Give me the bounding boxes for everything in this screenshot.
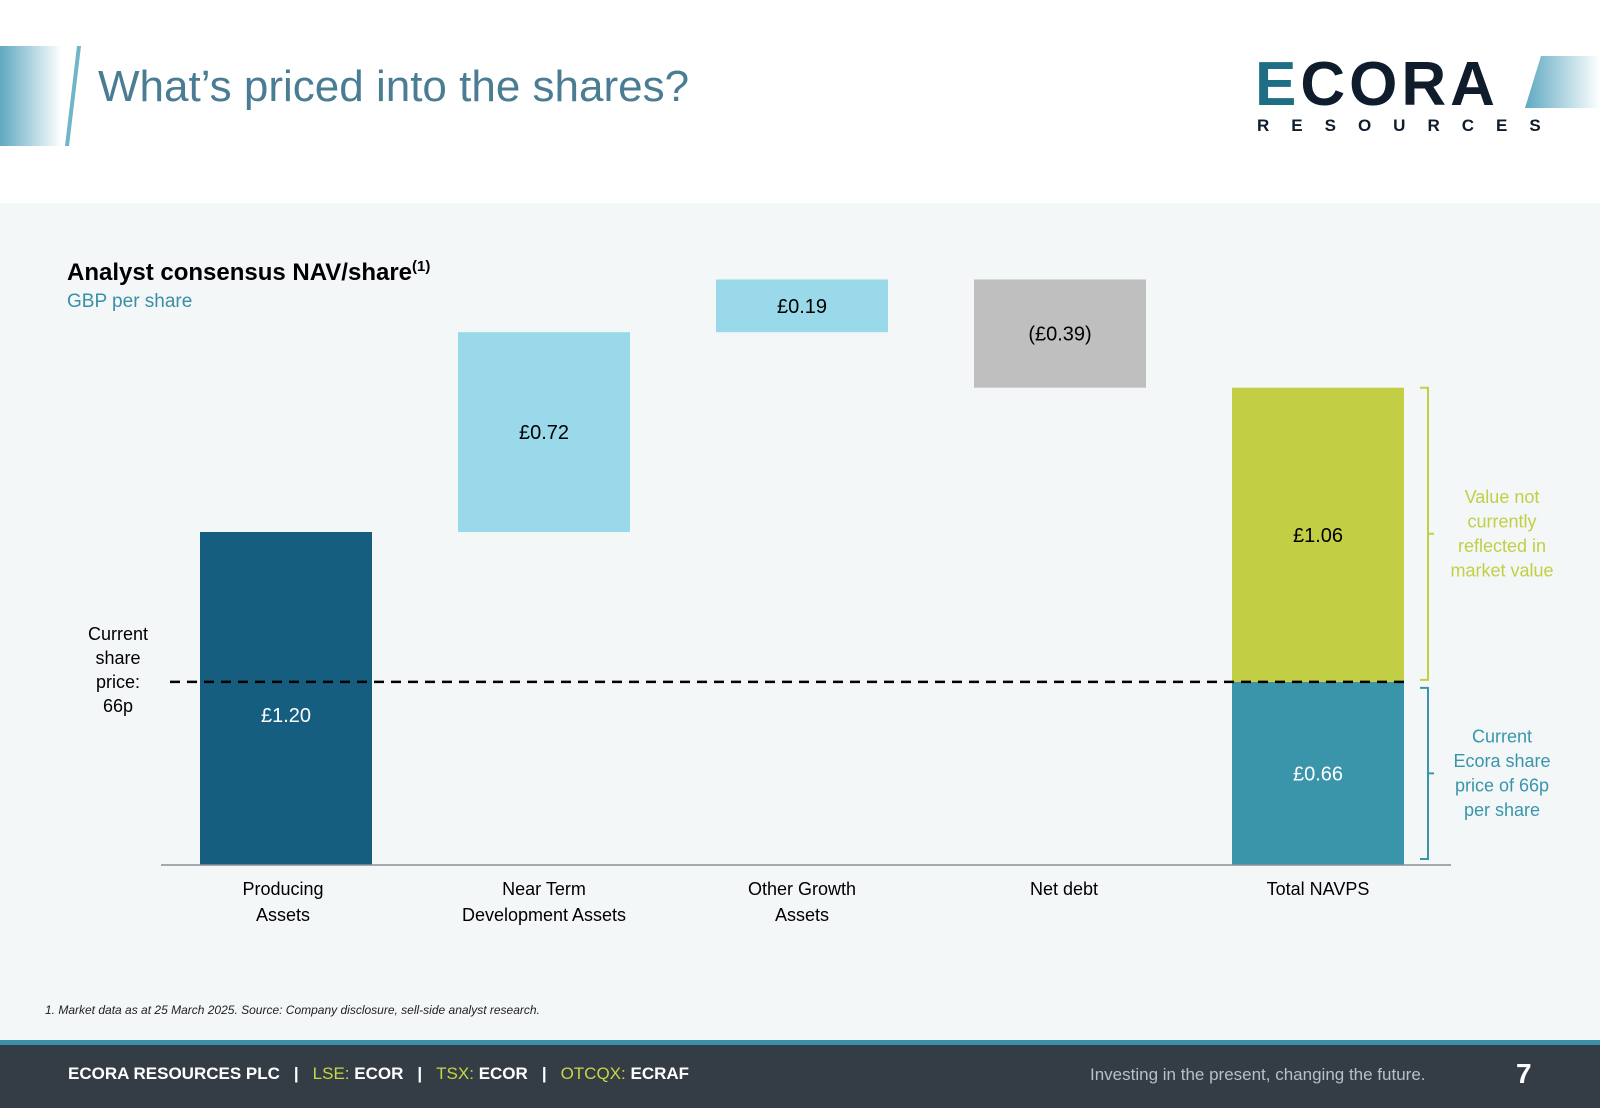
page-number: 7 (1516, 1058, 1532, 1089)
chart-title: Analyst consensus NAV/share(1) (67, 258, 430, 287)
total-segment-label-1: £0.66 (1293, 763, 1343, 785)
footer-lse-ticker: ECOR (354, 1064, 404, 1083)
footer-tsx-label: TSX: (436, 1064, 474, 1083)
header-accent-graphic (0, 46, 81, 146)
logo-wordmark-first: E (1255, 50, 1301, 119)
reference-line-label: Current (88, 624, 148, 644)
page-title: What’s priced into the shares? (98, 62, 690, 111)
annotation-text-1: currently (1467, 512, 1536, 532)
reference-line-label: 66p (103, 696, 133, 716)
total-segment-label-2: £1.06 (1293, 525, 1343, 547)
chart-subtitle: GBP per share (67, 291, 193, 312)
footer-otc-ticker: ECRAF (630, 1064, 690, 1083)
footer-tsx-ticker: ECOR (478, 1064, 528, 1083)
bar-1 (200, 532, 372, 865)
footer-company-tickers: ECORA RESOURCES PLC | LSE: ECOR | TSX: ECOR |… (68, 1064, 689, 1084)
bar-label-4: (£0.39) (1028, 324, 1091, 346)
category-label-2: Development Assets (462, 905, 626, 925)
annotation-text-2: Ecora share (1453, 751, 1550, 771)
category-label-4: Net debt (1030, 879, 1098, 899)
category-label-1: Producing (242, 879, 323, 899)
annotation-bracket-1 (1420, 386, 1434, 681)
footer-bar: ECORA RESOURCES PLC | LSE: ECOR | TSX: ECOR |… (0, 1040, 1600, 1108)
ecora-logo: ECORA RESOURCES (1255, 54, 1600, 144)
annotation-text-1: reflected in (1458, 536, 1546, 556)
bar-4 (974, 279, 1146, 388)
category-label-1: Assets (256, 905, 310, 925)
bar-2 (458, 332, 630, 532)
reference-line-label: share (95, 648, 140, 668)
logo-wordmark-rest: CORA (1300, 50, 1499, 119)
footer-lse-label: LSE: (312, 1064, 350, 1083)
logo-accent-graphic (1525, 56, 1600, 108)
chart-title-text: Analyst consensus NAV/share (67, 259, 413, 286)
annotation-bracket-2 (1420, 686, 1434, 860)
annotation-text-1: market value (1450, 561, 1553, 581)
annotation-text-2: Current (1472, 727, 1532, 747)
category-label-3: Assets (775, 905, 829, 925)
footer-separator: | (417, 1064, 423, 1083)
annotation-text-1: Value not (1465, 487, 1540, 507)
annotation-text-2: per share (1464, 800, 1540, 820)
annotation-text-2: price of 66p (1455, 776, 1549, 796)
chart-title-footnote-marker: (1) (412, 258, 431, 275)
footnote: 1. Market data as at 25 March 2025. Sour… (45, 1003, 540, 1017)
footer-company-name: ECORA RESOURCES PLC (68, 1064, 280, 1083)
bar-label-1: £1.20 (261, 705, 311, 727)
bar-3 (716, 279, 888, 333)
bar-label-2: £0.72 (519, 422, 569, 444)
reference-line-label: price: (96, 672, 140, 692)
category-label-3: Other Growth (748, 879, 856, 899)
category-label-5: Total NAVPS (1267, 879, 1370, 899)
logo-wordmark: ECORA (1255, 54, 1499, 116)
total-segment-1 (1232, 681, 1404, 865)
footer-separator: | (541, 1064, 547, 1083)
waterfall-chart: £1.20 £0.72 £0.19 (£0.39) £0.66 £1.06 Current s… (88, 279, 1554, 925)
bar-label-3: £0.19 (777, 296, 827, 318)
category-label-2: Near Term (502, 879, 586, 899)
footer-separator: | (293, 1064, 299, 1083)
total-segment-2 (1232, 387, 1404, 682)
footer-tagline: Investing in the present, changing the f… (1090, 1065, 1426, 1084)
logo-subtitle: RESOURCES (1257, 116, 1563, 135)
footer-otc-label: OTCQX: (560, 1064, 626, 1083)
